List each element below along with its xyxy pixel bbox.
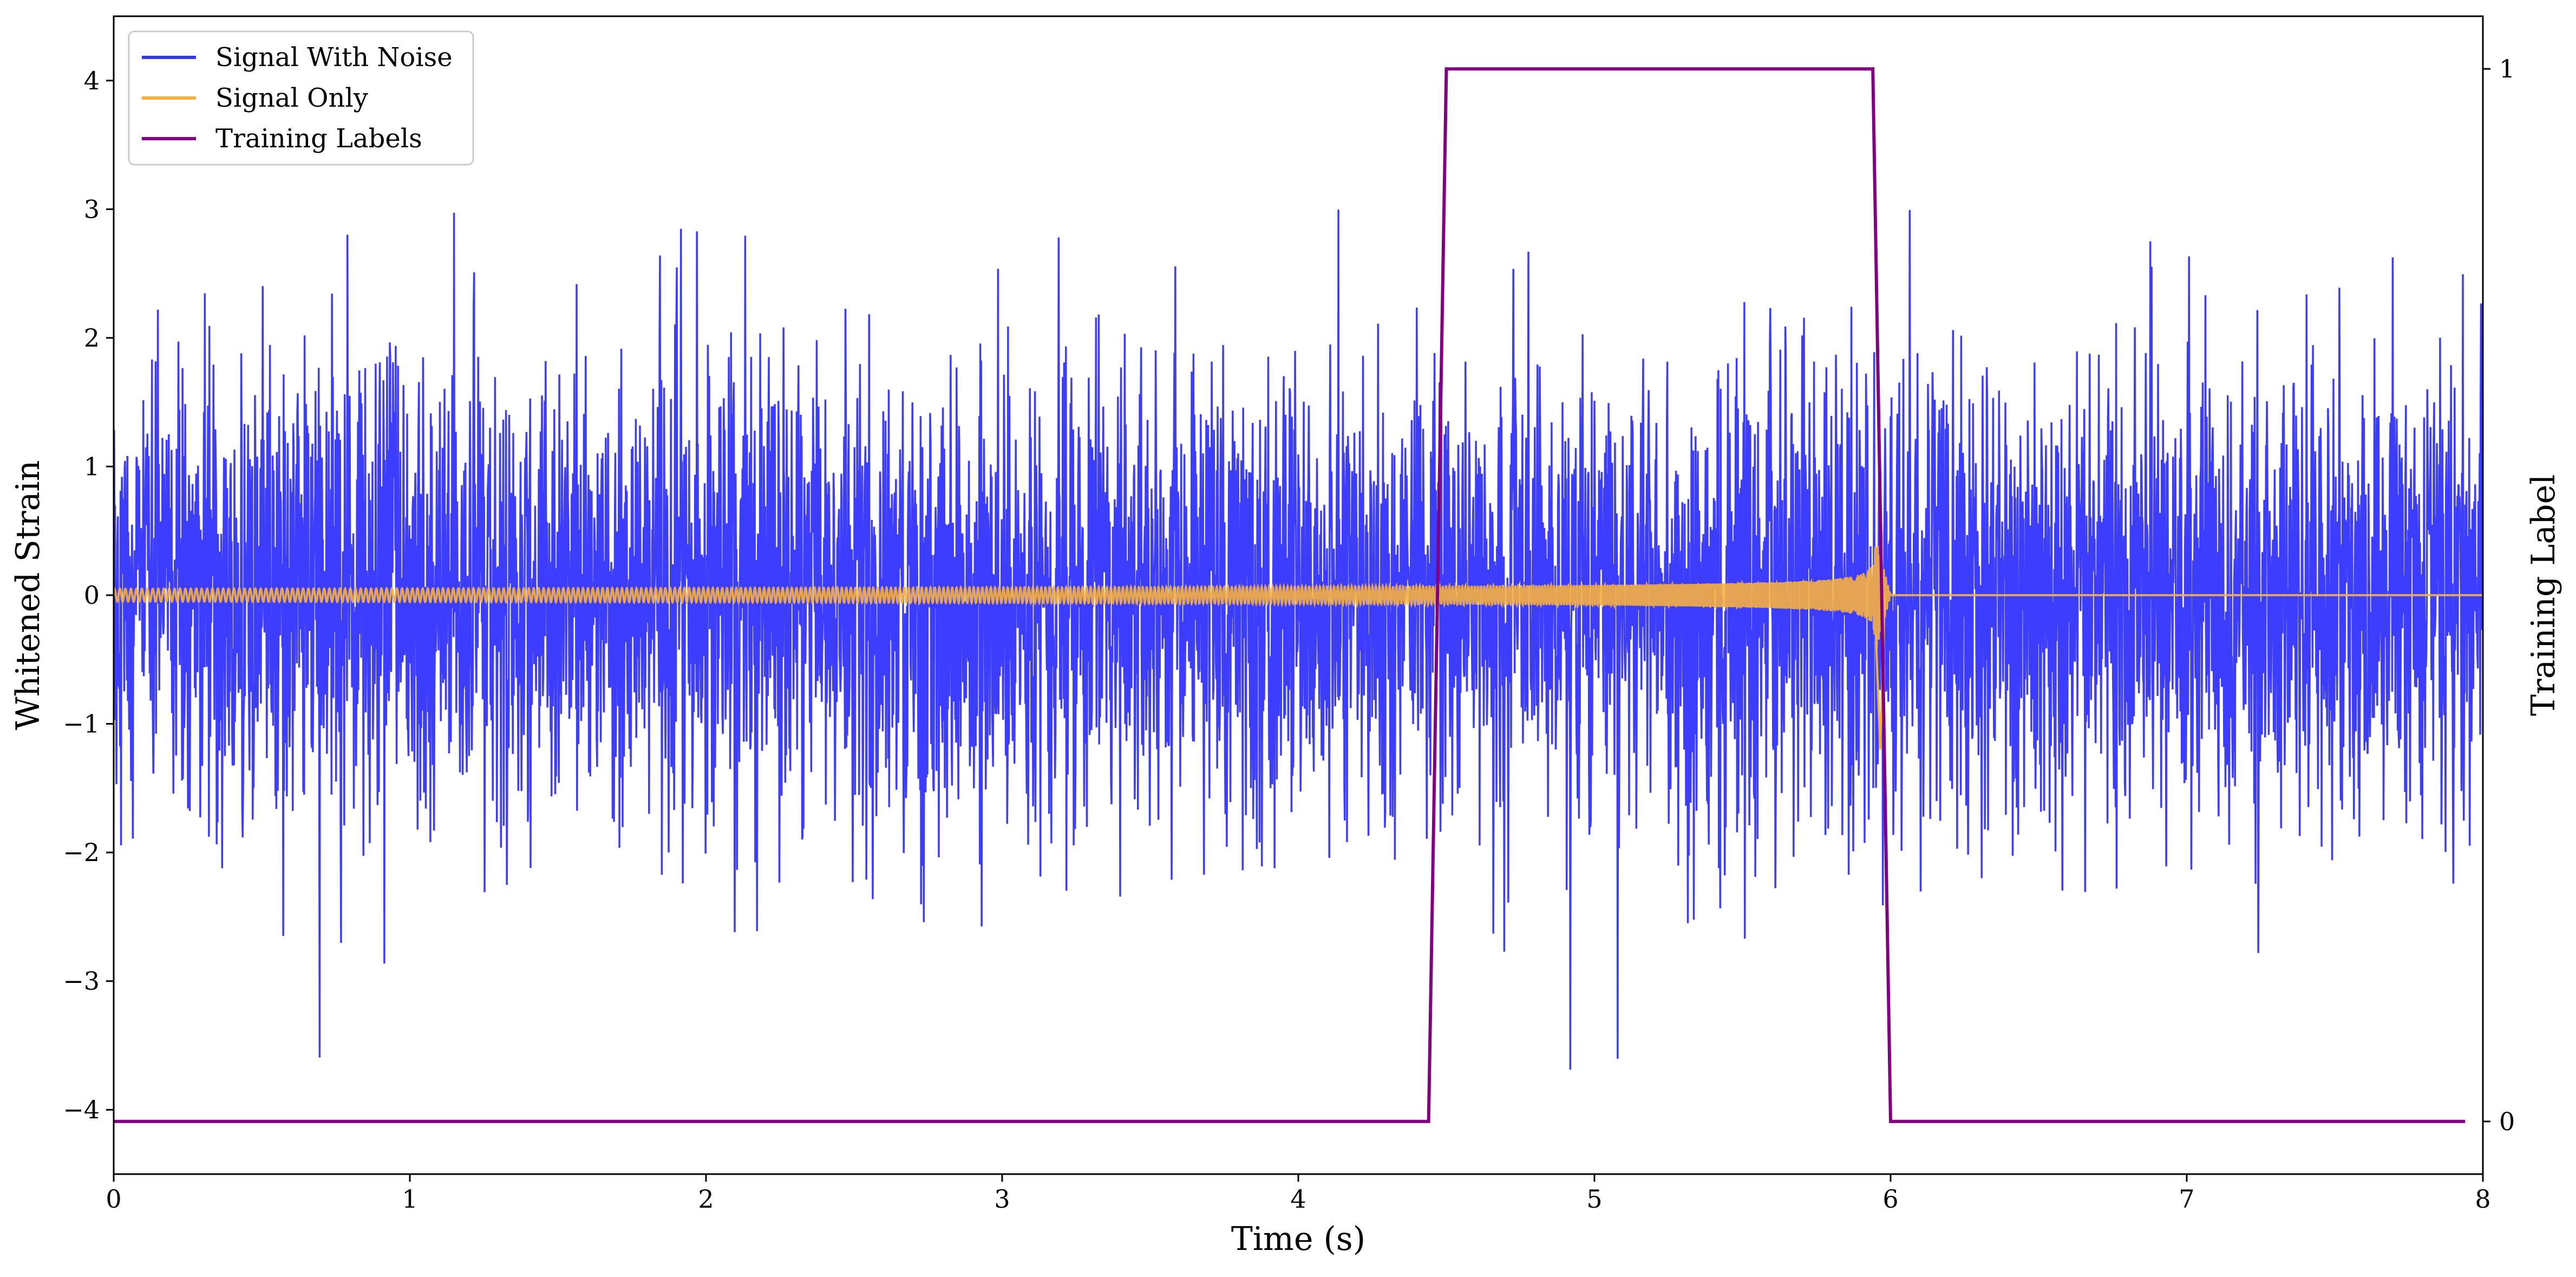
y-tick-label: 4 (84, 66, 100, 95)
series-line-signal-only (114, 546, 2483, 649)
x-tick-label: 3 (994, 1184, 1010, 1214)
x-axis-title: Time (s) (1231, 1220, 1365, 1258)
x-tick-label: 4 (1290, 1184, 1306, 1214)
y-tick-label: 3 (84, 194, 100, 224)
y-tick-label: −1 (63, 709, 100, 739)
x-tick-label: 5 (1586, 1184, 1602, 1214)
legend-label: Signal Only (215, 83, 368, 113)
y-tick-label: 2 (84, 323, 100, 353)
x-tick-label: 8 (2475, 1184, 2490, 1214)
y-tick-label: 1 (84, 452, 100, 481)
plot-series-group (114, 67, 2483, 1123)
y2-tick-label: 0 (2499, 1107, 2515, 1136)
legend-label: Signal With Noise (215, 42, 453, 73)
series-line-signal-with-noise (114, 210, 2483, 1070)
x-tick-label: 1 (402, 1184, 417, 1214)
series-line-training-labels (114, 67, 2466, 1123)
y-tick-label: −2 (63, 838, 100, 867)
legend-box (128, 30, 474, 166)
y2-axis-title: Training Label (2525, 474, 2562, 716)
y-axis-title: Whitened Strain (9, 460, 47, 730)
y2-tick-label: 1 (2499, 54, 2515, 83)
legend-label: Training Labels (215, 123, 422, 154)
x-tick-label: 7 (2179, 1184, 2194, 1214)
y-tick-label: −4 (63, 1095, 100, 1124)
x-tick-label: 0 (106, 1184, 121, 1214)
x-tick-label: 2 (698, 1184, 714, 1214)
legend: Signal With Noise Signal Only Training Lab… (128, 30, 474, 166)
x-tick-label: 6 (1882, 1184, 1898, 1214)
y-tick-label: −3 (63, 967, 100, 996)
y-tick-label: 0 (84, 581, 100, 610)
